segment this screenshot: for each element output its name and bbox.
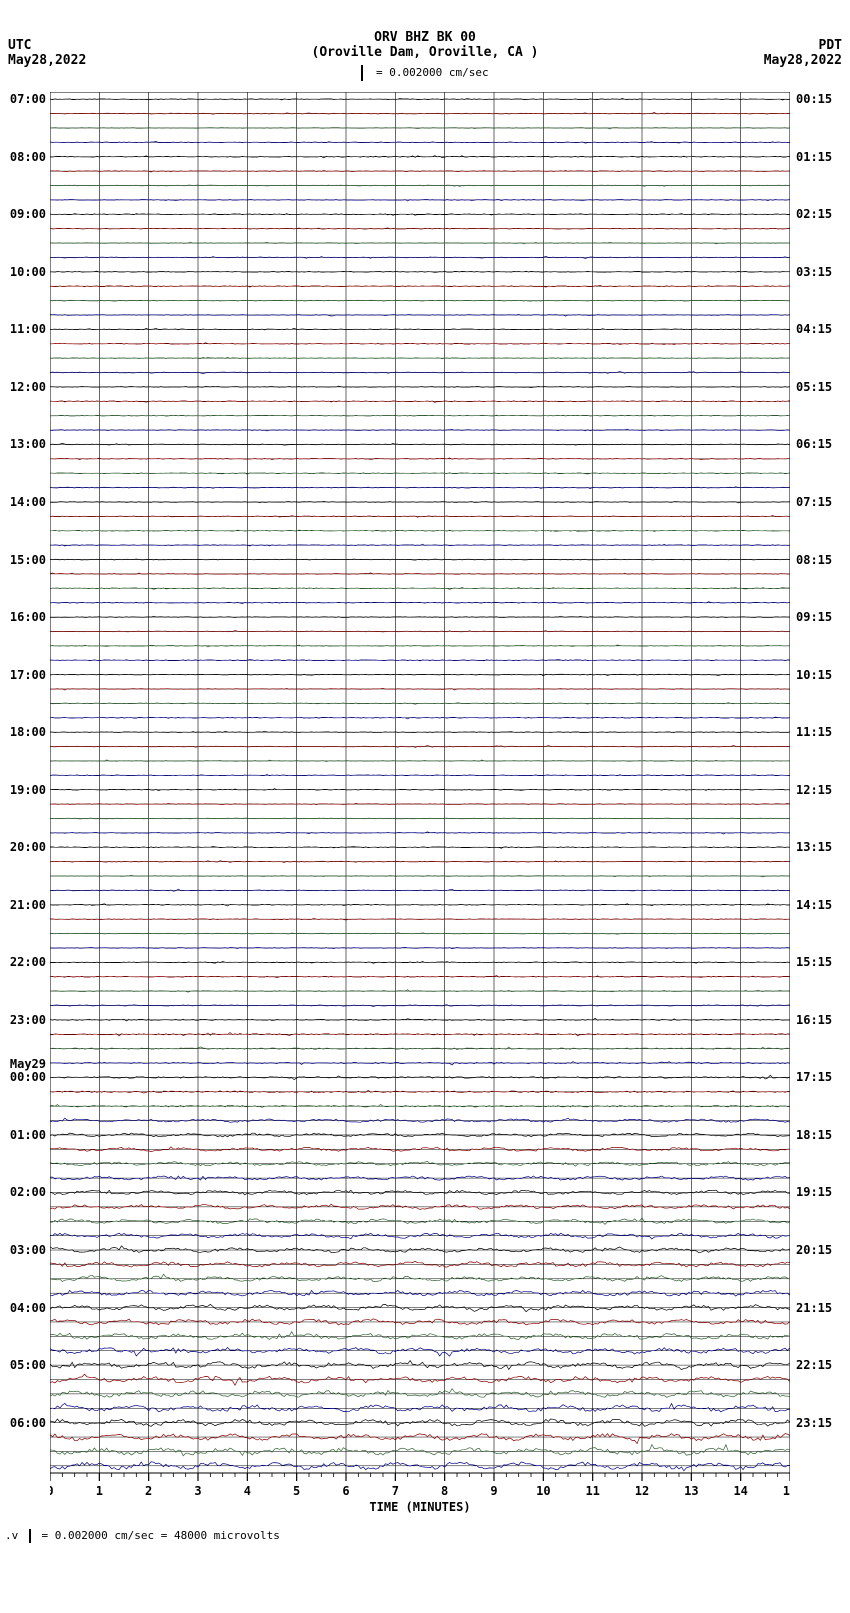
utc-time-label: 18:00 (4, 725, 46, 739)
utc-time-label: 23:00 (4, 1013, 46, 1027)
pdt-time-label: 06:15 (796, 437, 832, 451)
utc-time-label: 20:00 (4, 840, 46, 854)
pdt-time-label: 11:15 (796, 725, 832, 739)
utc-tz: UTC (8, 38, 86, 53)
utc-time-label: 22:00 (4, 955, 46, 969)
utc-date: May28,2022 (8, 53, 86, 68)
pdt-time-label: 20:15 (796, 1243, 832, 1257)
pdt-time-label: 10:15 (796, 668, 832, 682)
utc-time-label: 10:00 (4, 265, 46, 279)
utc-time-label: 07:00 (4, 92, 46, 106)
svg-text:4: 4 (244, 1484, 251, 1498)
title: ORV BHZ BK 00 (0, 0, 850, 45)
utc-time-label: 21:00 (4, 898, 46, 912)
svg-text:9: 9 (490, 1484, 497, 1498)
utc-time-label: 12:00 (4, 380, 46, 394)
pdt-time-label: 00:15 (796, 92, 832, 106)
pdt-time-label: 03:15 (796, 265, 832, 279)
svg-text:1: 1 (96, 1484, 103, 1498)
pdt-time-label: 02:15 (796, 207, 832, 221)
svg-text:TIME (MINUTES): TIME (MINUTES) (369, 1500, 470, 1514)
utc-time-label: 16:00 (4, 610, 46, 624)
header-utc: UTC May28,2022 (8, 38, 86, 68)
pdt-time-label: 18:15 (796, 1128, 832, 1142)
svg-text:13: 13 (684, 1484, 698, 1498)
utc-time-label: 03:00 (4, 1243, 46, 1257)
seismogram-container: UTC May28,2022 PDT May28,2022 ORV BHZ BK… (0, 0, 850, 1613)
utc-time-label: 01:00 (4, 1128, 46, 1142)
svg-text:14: 14 (733, 1484, 747, 1498)
utc-time-label: 17:00 (4, 668, 46, 682)
utc-time-label: 00:00 (4, 1070, 46, 1084)
subtitle: (Oroville Dam, Oroville, CA ) (0, 45, 850, 60)
pdt-time-label: 22:15 (796, 1358, 832, 1372)
utc-time-label: 06:00 (4, 1416, 46, 1430)
svg-text:8: 8 (441, 1484, 448, 1498)
utc-time-label: 11:00 (4, 322, 46, 336)
svg-text:11: 11 (585, 1484, 599, 1498)
pdt-time-label: 08:15 (796, 553, 832, 567)
pdt-tz: PDT (764, 38, 842, 53)
pdt-time-label: 07:15 (796, 495, 832, 509)
pdt-time-label: 13:15 (796, 840, 832, 854)
pdt-time-label: 16:15 (796, 1013, 832, 1027)
pdt-time-label: 23:15 (796, 1416, 832, 1430)
utc-time-label: 14:00 (4, 495, 46, 509)
pdt-time-label: 21:15 (796, 1301, 832, 1315)
footer-text: = 0.002000 cm/sec = 48000 microvolts (42, 1529, 280, 1542)
scale-bar-icon (361, 65, 363, 81)
footer-scale-bar-icon (29, 1529, 31, 1543)
header-pdt: PDT May28,2022 (764, 38, 842, 68)
utc-time-label: 05:00 (4, 1358, 46, 1372)
svg-text:6: 6 (342, 1484, 349, 1498)
utc-time-label: 02:00 (4, 1185, 46, 1199)
footer-prefix: .v (5, 1529, 18, 1542)
svg-text:7: 7 (392, 1484, 399, 1498)
seismogram-plot: 0123456789101112131415TIME (MINUTES) (50, 92, 790, 1523)
pdt-time-label: 12:15 (796, 783, 832, 797)
pdt-date: May28,2022 (764, 53, 842, 68)
scale-text: = 0.002000 cm/sec (376, 66, 489, 79)
scale-indicator: = 0.002000 cm/sec (0, 65, 850, 81)
pdt-time-label: 09:15 (796, 610, 832, 624)
plot-area: 0123456789101112131415TIME (MINUTES) (50, 92, 790, 1473)
pdt-time-label: 15:15 (796, 955, 832, 969)
utc-time-label: 19:00 (4, 783, 46, 797)
svg-text:3: 3 (194, 1484, 201, 1498)
pdt-time-label: 04:15 (796, 322, 832, 336)
utc-time-label: 04:00 (4, 1301, 46, 1315)
utc-time-label: 09:00 (4, 207, 46, 221)
pdt-time-label: 14:15 (796, 898, 832, 912)
pdt-time-label: 17:15 (796, 1070, 832, 1084)
svg-text:10: 10 (536, 1484, 550, 1498)
utc-time-label: 08:00 (4, 150, 46, 164)
pdt-time-label: 19:15 (796, 1185, 832, 1199)
svg-text:2: 2 (145, 1484, 152, 1498)
footer-scale: .v = 0.002000 cm/sec = 48000 microvolts (5, 1529, 280, 1543)
utc-time-label: May29 (4, 1057, 46, 1071)
svg-text:15: 15 (783, 1484, 790, 1498)
utc-time-label: 15:00 (4, 553, 46, 567)
pdt-time-label: 05:15 (796, 380, 832, 394)
svg-text:0: 0 (50, 1484, 54, 1498)
svg-text:5: 5 (293, 1484, 300, 1498)
utc-time-label: 13:00 (4, 437, 46, 451)
svg-text:12: 12 (635, 1484, 649, 1498)
pdt-time-label: 01:15 (796, 150, 832, 164)
